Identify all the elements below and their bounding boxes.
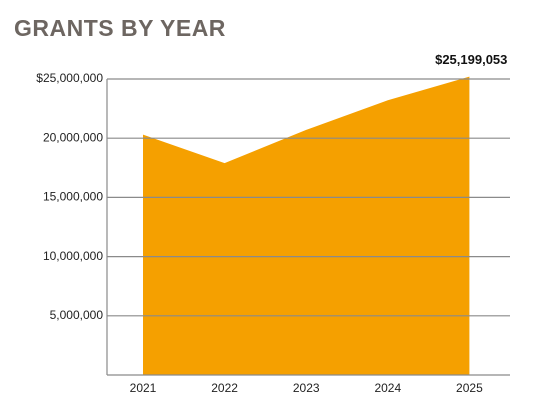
value-label: $25,199,053 [435,52,507,67]
x-tick-label: 2023 [293,381,320,395]
y-tick-label: $25,000,000 [36,71,103,85]
chart-title: GRANTS BY YEAR [14,15,226,41]
x-tick-label: 2025 [456,381,483,395]
x-tick-label: 2022 [211,381,238,395]
y-tick-label: 15,000,000 [43,190,103,204]
x-tick-label: 2024 [374,381,401,395]
y-tick-label: 20,000,000 [43,130,103,144]
area [143,76,470,375]
x-tick-label: 2021 [130,381,157,395]
y-tick-label: 10,000,000 [43,249,103,263]
y-tick-label: 5,000,000 [50,308,104,322]
